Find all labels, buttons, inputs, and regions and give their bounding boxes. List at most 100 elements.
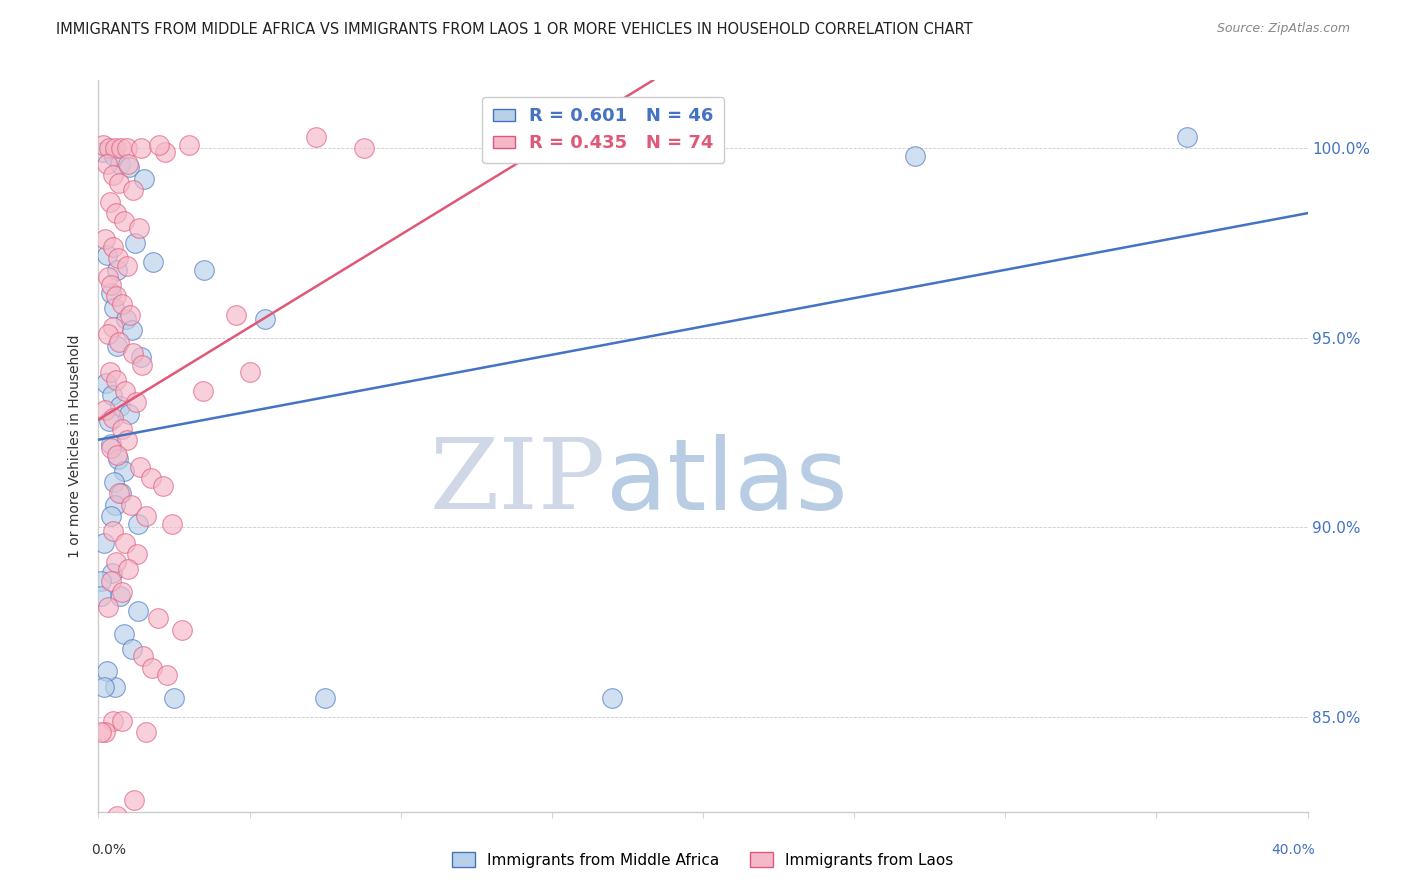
Point bbox=[108, 176, 131, 190]
Point bbox=[314, 691, 336, 706]
Point bbox=[110, 486, 132, 500]
Point bbox=[121, 641, 143, 656]
Point bbox=[100, 441, 122, 455]
Point bbox=[141, 471, 163, 485]
Point bbox=[118, 161, 141, 175]
Point bbox=[153, 145, 176, 160]
Point bbox=[132, 171, 155, 186]
Text: 0.0%: 0.0% bbox=[91, 843, 127, 857]
Point bbox=[179, 137, 201, 152]
Point bbox=[105, 808, 128, 822]
Point bbox=[101, 566, 124, 580]
Point bbox=[108, 156, 131, 170]
Point bbox=[148, 611, 170, 625]
Point bbox=[152, 479, 174, 493]
Point bbox=[100, 574, 122, 588]
Point bbox=[132, 649, 155, 664]
Point bbox=[94, 232, 117, 246]
Point bbox=[105, 262, 128, 277]
Point bbox=[107, 252, 129, 266]
Point bbox=[98, 414, 121, 428]
Point bbox=[128, 221, 150, 235]
Point bbox=[117, 562, 139, 576]
Point bbox=[131, 358, 153, 372]
Point bbox=[91, 145, 114, 160]
Point bbox=[110, 141, 132, 155]
Point bbox=[96, 247, 118, 261]
Point bbox=[103, 301, 125, 315]
Text: Source: ZipAtlas.com: Source: ZipAtlas.com bbox=[1216, 22, 1350, 36]
Text: ZIP: ZIP bbox=[430, 434, 606, 531]
Point bbox=[112, 464, 135, 478]
Point bbox=[98, 365, 121, 379]
Point bbox=[162, 516, 184, 531]
Point bbox=[112, 213, 135, 227]
Point bbox=[120, 308, 142, 322]
Point bbox=[100, 277, 122, 292]
Text: IMMIGRANTS FROM MIDDLE AFRICA VS IMMIGRANTS FROM LAOS 1 OR MORE VEHICLES IN HOUS: IMMIGRANTS FROM MIDDLE AFRICA VS IMMIGRA… bbox=[56, 22, 973, 37]
Point bbox=[90, 725, 112, 739]
Point bbox=[93, 535, 115, 549]
Point bbox=[125, 395, 148, 409]
Point bbox=[114, 384, 136, 398]
Point bbox=[120, 498, 142, 512]
Point bbox=[97, 327, 120, 342]
Point bbox=[111, 585, 134, 599]
Point bbox=[239, 365, 262, 379]
Point bbox=[129, 141, 152, 155]
Point bbox=[253, 312, 276, 326]
Point bbox=[97, 600, 120, 615]
Point bbox=[98, 141, 121, 155]
Point bbox=[90, 589, 112, 603]
Point bbox=[108, 334, 131, 349]
Point bbox=[100, 437, 122, 451]
Point bbox=[193, 262, 215, 277]
Point bbox=[101, 168, 124, 182]
Point bbox=[172, 623, 194, 637]
Point bbox=[115, 259, 138, 273]
Point bbox=[129, 459, 152, 474]
Point bbox=[127, 604, 149, 618]
Point bbox=[108, 486, 131, 500]
Point bbox=[127, 547, 149, 561]
Point bbox=[96, 156, 118, 170]
Point bbox=[115, 141, 138, 155]
Point bbox=[105, 338, 128, 352]
Point bbox=[111, 714, 134, 728]
Point bbox=[94, 403, 117, 417]
Point bbox=[96, 665, 118, 679]
Text: 40.0%: 40.0% bbox=[1271, 843, 1315, 857]
Point bbox=[93, 680, 115, 694]
Point bbox=[118, 407, 141, 421]
Point bbox=[127, 516, 149, 531]
Point bbox=[111, 297, 134, 311]
Point bbox=[124, 236, 146, 251]
Point bbox=[148, 137, 170, 152]
Legend: R = 0.601   N = 46, R = 0.435   N = 74: R = 0.601 N = 46, R = 0.435 N = 74 bbox=[482, 96, 724, 163]
Point bbox=[122, 346, 145, 360]
Legend: Immigrants from Middle Africa, Immigrants from Laos: Immigrants from Middle Africa, Immigrant… bbox=[446, 846, 960, 873]
Point bbox=[353, 141, 375, 155]
Point bbox=[94, 376, 117, 391]
Point bbox=[101, 388, 124, 402]
Point bbox=[135, 725, 157, 739]
Point bbox=[114, 312, 136, 326]
Point bbox=[1175, 130, 1198, 145]
Point bbox=[104, 680, 127, 694]
Point bbox=[305, 130, 328, 145]
Point bbox=[97, 270, 120, 285]
Point bbox=[103, 475, 125, 489]
Point bbox=[101, 524, 124, 539]
Point bbox=[111, 422, 134, 436]
Point bbox=[104, 373, 127, 387]
Point bbox=[98, 194, 121, 209]
Point bbox=[122, 183, 145, 197]
Point bbox=[101, 319, 124, 334]
Point bbox=[91, 137, 114, 152]
Point bbox=[104, 206, 127, 220]
Point bbox=[904, 149, 927, 163]
Point bbox=[117, 156, 139, 170]
Text: atlas: atlas bbox=[606, 434, 848, 531]
Point bbox=[103, 149, 125, 163]
Point bbox=[115, 434, 138, 448]
